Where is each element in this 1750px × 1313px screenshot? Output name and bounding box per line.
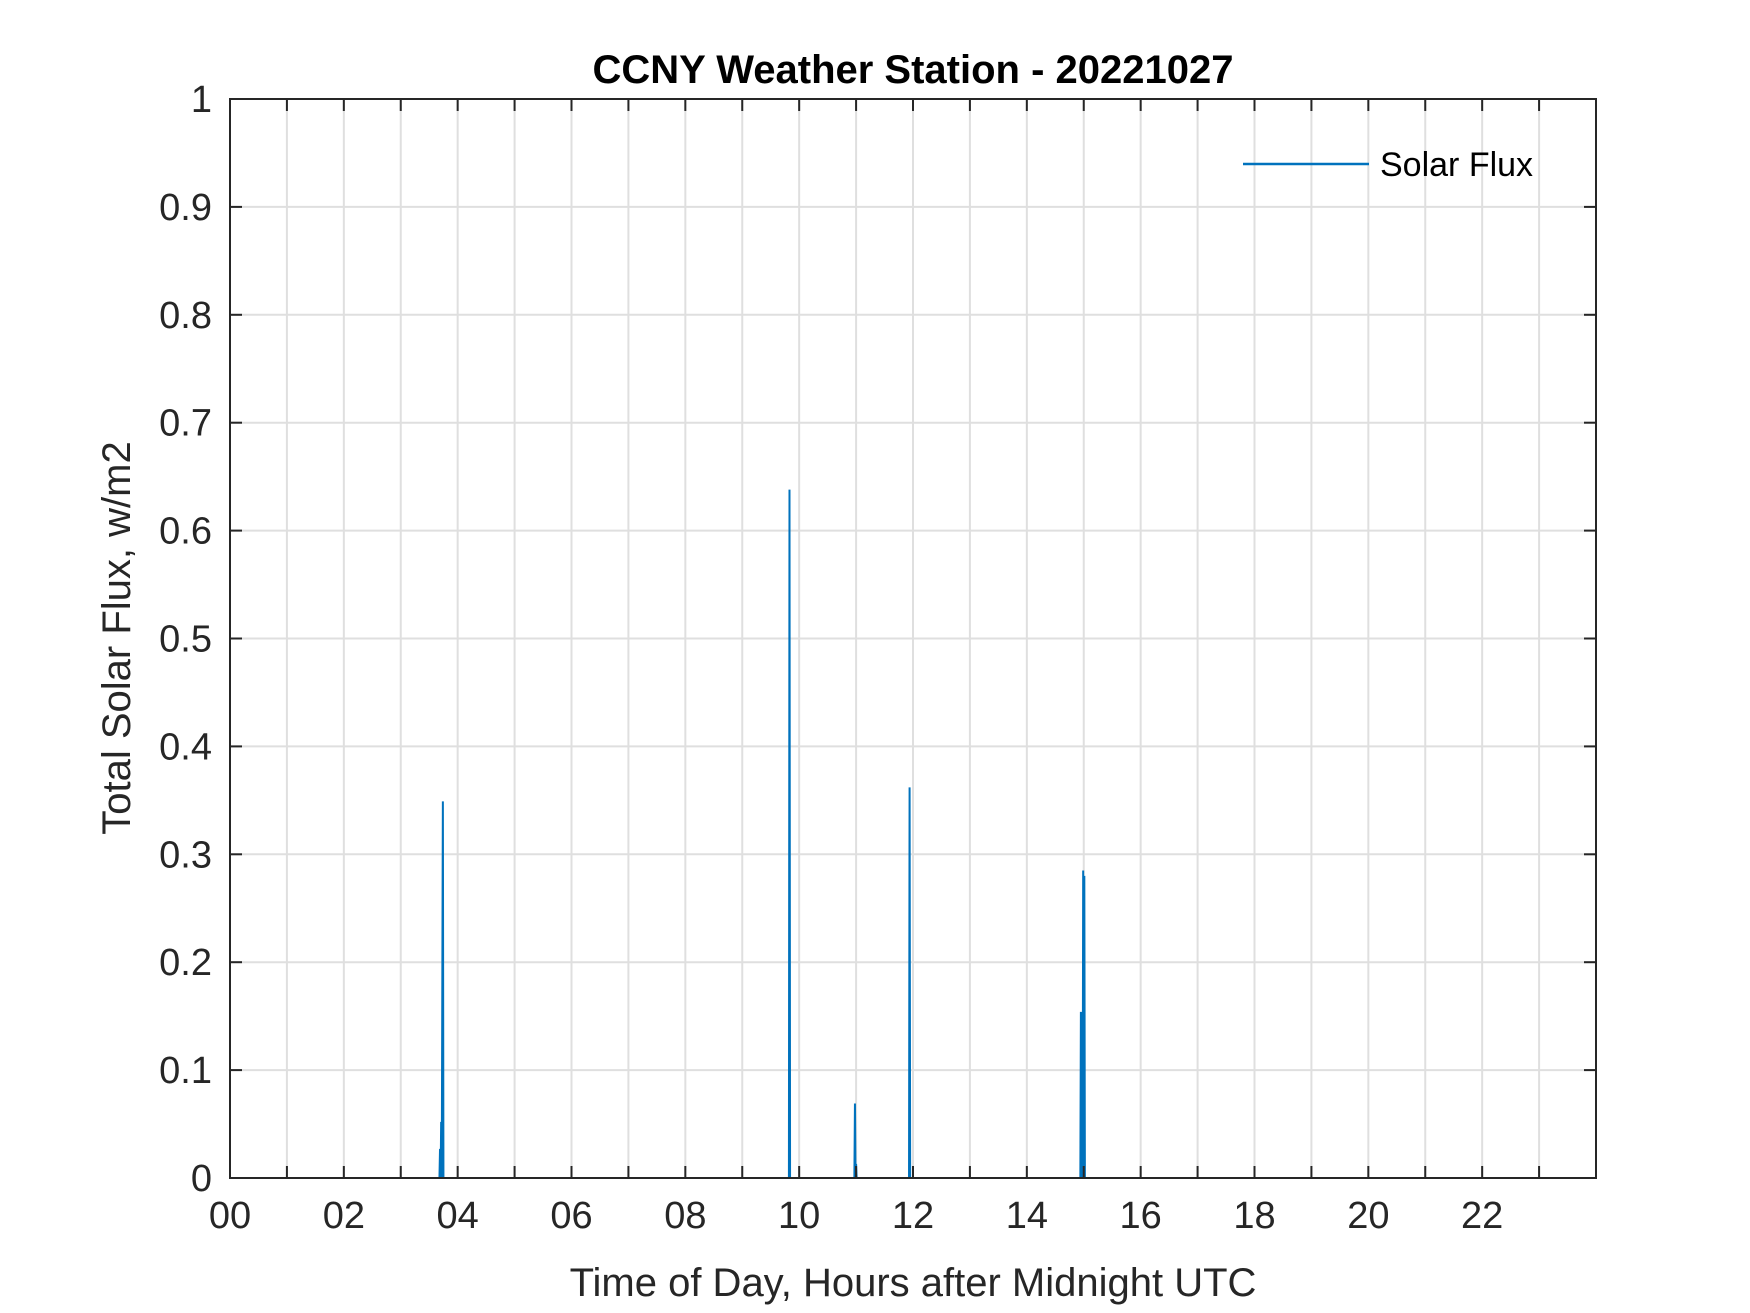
legend: Solar Flux [1243, 146, 1533, 184]
y-tick-label: 0.6 [159, 511, 212, 553]
y-tick-label: 0.7 [159, 403, 212, 445]
x-tick-label: 02 [323, 1195, 365, 1237]
y-tick-label: 0.4 [159, 726, 212, 768]
x-tick-label: 08 [664, 1195, 706, 1237]
y-tick-label: 0.8 [159, 295, 212, 337]
x-tick-label: 22 [1461, 1195, 1503, 1237]
x-tick-label: 12 [892, 1195, 934, 1237]
x-tick-label: 10 [778, 1195, 820, 1237]
y-tick-label: 0.5 [159, 619, 212, 661]
y-tick-label: 0.1 [159, 1050, 212, 1092]
y-axis-label: Total Solar Flux, w/m2 [95, 441, 139, 834]
y-tick-label: 0.2 [159, 942, 212, 984]
x-tick-label: 00 [209, 1195, 251, 1237]
series-layer [230, 489, 1596, 1179]
y-tick-label: 1 [191, 79, 212, 121]
x-axis-label: Time of Day, Hours after Midnight UTC [570, 1261, 1257, 1305]
x-tick-label: 14 [1006, 1195, 1048, 1237]
y-tick-label: 0 [191, 1158, 212, 1200]
x-tick-label: 04 [437, 1195, 479, 1237]
series-line-solar-flux [230, 489, 1596, 1179]
x-tick-label: 18 [1233, 1195, 1275, 1237]
chart-title: CCNY Weather Station - 20221027 [593, 48, 1234, 92]
y-tick-label: 0.9 [159, 187, 212, 229]
legend-entry-solar-flux: Solar Flux [1380, 146, 1533, 184]
x-tick-label: 20 [1347, 1195, 1389, 1237]
x-tick-label: 16 [1120, 1195, 1162, 1237]
grid [230, 99, 1596, 1178]
y-tick-label: 0.3 [159, 834, 212, 876]
ticks [230, 98, 1596, 1179]
x-tick-label: 06 [550, 1195, 592, 1237]
tick-labels: 00 02 04 06 08 10 12 14 16 18 20 22 0 0.1 0.2 0.3 0.4 0.5… [159, 79, 1503, 1237]
